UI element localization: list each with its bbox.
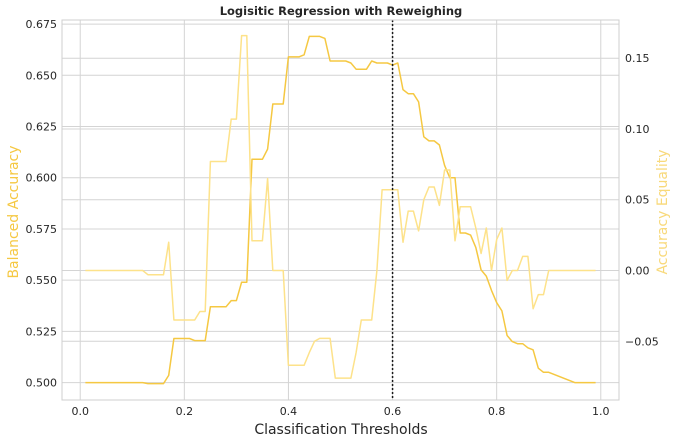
plot-frame [61, 19, 620, 401]
right-y-tick-label: 0.10 [625, 123, 650, 136]
balanced-accuracy-line [85, 35, 596, 385]
left-y-tick-label: 0.575 [26, 223, 58, 236]
right-y-tick-label: 0.00 [625, 265, 650, 278]
right-y-tick-label: −0.05 [625, 335, 659, 348]
left-y-tick-label: 0.625 [26, 121, 58, 134]
x-tick-label: 0.8 [488, 405, 506, 418]
x-tick-label: 0.0 [71, 405, 89, 418]
left-y-tick-label: 0.675 [26, 18, 58, 31]
right-y-axis-label: Accuracy Equality [655, 149, 671, 274]
accuracy-equality-line [85, 34, 596, 379]
x-tick-label: 1.0 [592, 405, 610, 418]
plot-area [62, 20, 619, 400]
chart-title: Logisitic Regression with Reweighing [220, 4, 463, 18]
right-y-ticks: −0.05 0.00 0.05 0.10 0.15 [625, 52, 659, 348]
left-y-tick-label: 0.600 [26, 172, 58, 185]
x-tick-label: 0.2 [176, 405, 194, 418]
series [85, 34, 596, 385]
left-y-tick-label: 0.550 [26, 274, 58, 287]
left-y-tick-label: 0.500 [26, 377, 58, 390]
x-tick-label: 0.6 [384, 405, 402, 418]
x-axis-label: Classification Thresholds [254, 422, 427, 438]
right-y-tick-label: 0.05 [625, 194, 650, 207]
left-y-ticks: 0.500 0.525 0.550 0.575 0.600 0.625 0.650 0.675 [26, 18, 58, 389]
right-y-tick-label: 0.15 [625, 52, 650, 65]
left-y-axis-label: Balanced Accuracy [6, 145, 22, 278]
left-y-tick-label: 0.650 [26, 69, 58, 82]
x-tick-label: 0.4 [280, 405, 298, 418]
gridlines [62, 20, 619, 400]
left-y-tick-label: 0.525 [26, 325, 58, 338]
x-ticks: 0.0 0.2 0.4 0.6 0.8 1.0 [71, 405, 609, 418]
